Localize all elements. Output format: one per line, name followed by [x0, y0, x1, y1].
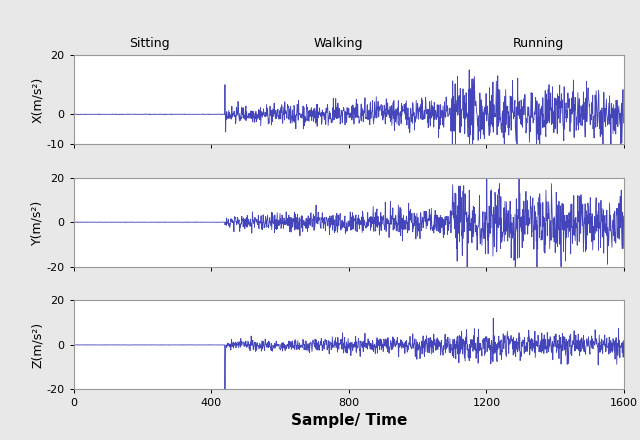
X-axis label: Sample/ Time: Sample/ Time: [291, 413, 407, 428]
Y-axis label: X(m/s²): X(m/s²): [31, 77, 44, 123]
Y-axis label: Y(m/s²): Y(m/s²): [31, 200, 44, 245]
Text: Sitting: Sitting: [129, 37, 170, 50]
Text: Walking: Walking: [314, 37, 364, 50]
Y-axis label: Z(m/s²): Z(m/s²): [31, 322, 44, 368]
Text: Running: Running: [513, 37, 564, 50]
